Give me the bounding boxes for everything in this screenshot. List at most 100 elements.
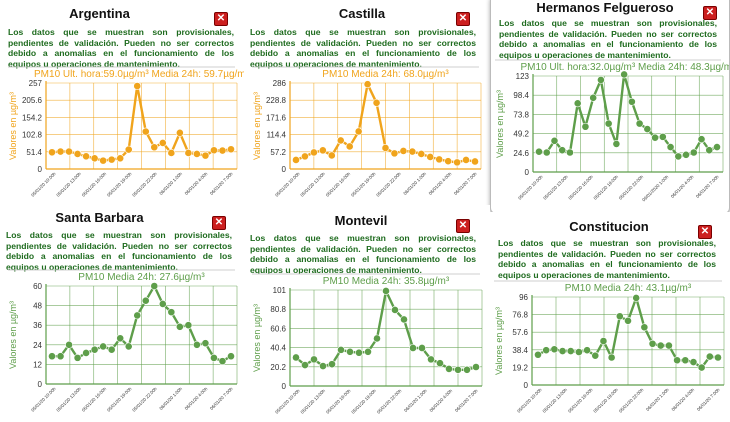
data-point	[355, 348, 363, 357]
data-point	[673, 356, 681, 365]
station-panel-argentina: Argentina ✕ Los datos que se muestran so…	[0, 0, 244, 205]
y-tick-label: 98.4	[513, 91, 529, 100]
x-tick-label: 05/01/20 16:00h	[81, 171, 108, 198]
y-axis-label: Valores en µg/m³	[495, 90, 505, 158]
x-tick-label: 06/01/20 7:00h	[454, 388, 479, 413]
data-point	[73, 353, 82, 362]
data-point	[408, 147, 417, 156]
close-icon[interactable]: ✕	[456, 12, 470, 26]
close-icon[interactable]: ✕	[703, 6, 717, 20]
data-point	[116, 154, 125, 163]
station-title: Hermanos Felgueroso	[536, 0, 674, 15]
station-panel-constitucion: Constitucion ✕ Los datos que se muestran…	[490, 212, 730, 422]
data-point	[301, 361, 309, 369]
data-point	[400, 315, 408, 324]
data-point	[409, 344, 417, 352]
data-point	[175, 322, 184, 331]
data-point	[90, 154, 99, 163]
x-tick-label: 05/01/20 16:00h	[325, 171, 352, 198]
station-title: Montevil	[334, 213, 388, 228]
x-tick-label: 05/01/20 10:00h	[517, 174, 544, 201]
y-tick-label: 24.6	[513, 149, 529, 158]
y-axis-label: Valores en µg/m³	[8, 301, 18, 369]
x-tick-label: 06/01/20 4:00h	[429, 388, 454, 413]
close-icon[interactable]: ✕	[698, 225, 712, 239]
x-tick-label: 05/01/20 10:00h	[274, 171, 301, 198]
data-point	[158, 138, 167, 147]
series-line	[52, 284, 232, 363]
y-tick-label: 101	[273, 286, 287, 295]
data-point	[124, 145, 133, 154]
data-point	[566, 347, 575, 355]
pm10-chart-constitucion: PM10 Media 24h: 43.1µg/m³ 0 19.2 38.4 57.6 76…	[494, 280, 725, 414]
data-point	[624, 316, 632, 325]
pm10-chart-santa-barbara: PM10 Media 24h: 27.6µg/m³ 0 12 24 36 48 60 Valo…	[8, 269, 238, 413]
data-point	[48, 352, 56, 361]
data-point	[210, 146, 218, 155]
data-point	[167, 149, 176, 157]
data-point	[689, 358, 698, 366]
y-tick-label: 102.8	[22, 131, 43, 140]
data-point	[651, 133, 659, 142]
x-tick-label: 06/01/20 7:00h	[695, 174, 720, 199]
y-tick-label: 24	[33, 341, 42, 350]
data-point	[99, 156, 108, 165]
data-point	[201, 151, 210, 160]
data-point	[390, 149, 399, 158]
data-point	[713, 143, 721, 151]
x-tick-label: 05/01/20 16:00h	[81, 386, 108, 413]
data-point	[328, 360, 336, 369]
data-point	[535, 147, 543, 156]
data-point	[345, 142, 354, 151]
data-point	[581, 122, 590, 131]
chart-subtitle: PM10 Media 24h: 27.6µg/m³	[78, 272, 205, 283]
x-tick-label: 05/01/20 19:00h	[350, 171, 377, 198]
y-tick-label: 51.4	[26, 148, 42, 157]
chart-subtitle: PM10 Media 24h: 35.8µg/m³	[323, 276, 450, 287]
data-notice: Los datos que se muestran son provisiona…	[498, 238, 716, 280]
chart-subtitle: PM10 Ult. hora:32.0µg/m³ Media 24h: 48.3…	[521, 62, 730, 73]
x-tick-label: 06/01/20 7:00h	[696, 387, 721, 412]
data-point	[681, 356, 690, 365]
data-point	[462, 156, 470, 164]
data-point	[310, 148, 318, 157]
data-point	[99, 342, 108, 351]
data-point	[292, 353, 300, 362]
x-tick-label: 06/01/20 7:00h	[209, 171, 234, 196]
data-point	[705, 146, 714, 155]
data-point	[705, 352, 714, 361]
data-point	[542, 346, 551, 355]
data-point	[372, 98, 381, 107]
x-tick-label: 06/01/20 7:00h	[209, 386, 234, 411]
x-tick-label: 06/01/20 4:00h	[428, 171, 453, 196]
x-tick-label: 05/01/20 22:00h	[618, 174, 645, 201]
data-point	[336, 136, 345, 145]
x-tick-label: 06/01/20 1:00h	[158, 171, 183, 196]
data-point	[627, 97, 636, 106]
station-title: Santa Barbara	[55, 210, 144, 225]
data-point	[218, 146, 227, 155]
y-tick-label: 48	[33, 302, 42, 311]
data-point	[346, 347, 354, 356]
close-icon[interactable]: ✕	[456, 219, 470, 233]
x-tick-label: 06/01/20 4:00h	[670, 174, 695, 199]
data-point	[90, 345, 99, 354]
data-point	[697, 363, 706, 372]
data-point	[82, 349, 90, 357]
y-tick-label: 0	[282, 382, 287, 391]
pm10-chart-hermanos-felgueroso: PM10 Ult. hora:32.0µg/m³ Media 24h: 48.3…	[495, 59, 730, 202]
x-tick-label: 05/01/20 19:00h	[106, 171, 133, 198]
close-icon[interactable]: ✕	[212, 216, 226, 230]
y-tick-label: 114.4	[267, 131, 287, 140]
data-point	[56, 147, 65, 156]
data-point	[184, 149, 193, 157]
pm10-chart-castilla: PM10 Media 24h: 68.0µg/m³ 0 57.2 114.4 171.6…	[252, 66, 482, 198]
y-tick-label: 154.2	[22, 113, 43, 122]
x-tick-label: 05/01/20 13:00h	[299, 171, 326, 198]
data-point	[665, 341, 673, 350]
y-tick-label: 38.4	[512, 346, 528, 355]
close-icon[interactable]: ✕	[214, 12, 228, 26]
station-panel-santa-barbara: Santa Barbara ✕ Los datos que se muestra…	[0, 205, 244, 422]
data-point	[471, 157, 479, 166]
chart-subtitle: PM10 Media 24h: 68.0µg/m³	[322, 69, 449, 80]
